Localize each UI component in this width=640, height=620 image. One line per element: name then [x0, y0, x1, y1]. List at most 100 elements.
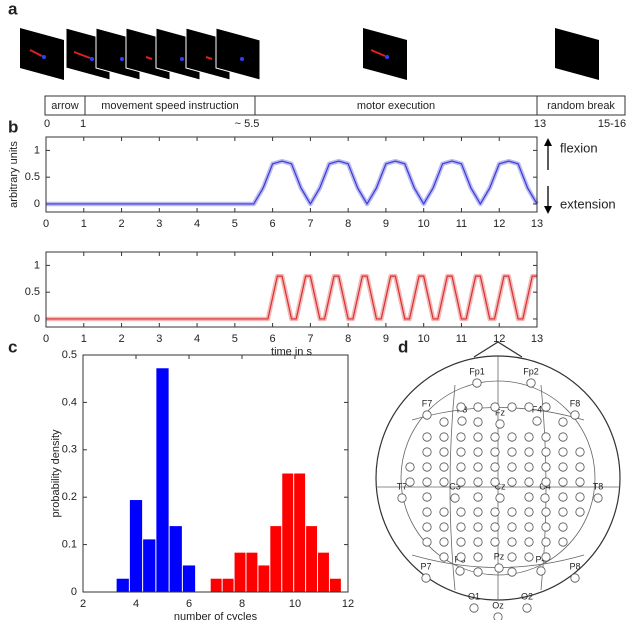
- electrode: [439, 522, 449, 532]
- electrode: [540, 493, 550, 503]
- electrode: [490, 537, 500, 547]
- bar: [156, 368, 169, 592]
- timeline-box: [44, 95, 626, 116]
- electrode: [507, 477, 517, 487]
- electrode: [456, 552, 466, 562]
- electrode: [439, 462, 449, 472]
- bar: [116, 578, 129, 592]
- electrode: [421, 573, 431, 583]
- screen: [555, 28, 599, 80]
- y-tick-label: 1: [34, 144, 40, 156]
- bar: [143, 539, 156, 592]
- electrode-label: Fp1: [469, 366, 485, 376]
- electrode: [507, 432, 517, 442]
- screen: [20, 28, 64, 80]
- electrode: [541, 432, 551, 442]
- y-tick-label: 0: [71, 586, 77, 598]
- electrode: [575, 477, 585, 487]
- x-tick-label: 2: [118, 333, 124, 345]
- x-tick-label: 4: [133, 598, 139, 610]
- electrode: [490, 522, 500, 532]
- electrode: [473, 507, 483, 517]
- y-axis-label: arbitrary units: [8, 141, 20, 208]
- y-tick-label: 0.1: [62, 539, 77, 551]
- electrode: [473, 432, 483, 442]
- electrode: [524, 507, 534, 517]
- electrode: [507, 567, 517, 577]
- electrode: [422, 462, 432, 472]
- electrode-label: Fz: [495, 407, 505, 417]
- electrode: [541, 477, 551, 487]
- electrode: [524, 522, 534, 532]
- x-tick-label: 0: [43, 333, 49, 345]
- electrode-label: P4: [535, 554, 546, 564]
- electrode: [439, 432, 449, 442]
- electrode: [493, 612, 503, 620]
- electrode: [541, 402, 551, 412]
- electrode-label: F8: [570, 398, 581, 408]
- electrode: [507, 402, 517, 412]
- x-tick-label: 6: [186, 598, 192, 610]
- bar: [329, 578, 341, 592]
- x-tick-label: 12: [493, 333, 505, 345]
- electrode: [558, 522, 568, 532]
- electrode: [456, 477, 466, 487]
- electrode: [422, 432, 432, 442]
- electrode: [558, 432, 568, 442]
- bar: [169, 526, 182, 592]
- electrode: [422, 447, 432, 457]
- electrode: [473, 477, 483, 487]
- x-tick-label: 10: [289, 598, 301, 610]
- electrode: [532, 416, 542, 426]
- bar: [258, 565, 270, 592]
- extension-label: extension: [560, 196, 616, 211]
- x-tick-label: 5: [232, 218, 238, 230]
- electrode: [422, 410, 432, 420]
- electrode: [397, 493, 407, 503]
- line: [46, 160, 538, 205]
- y-tick-label: 0.5: [25, 286, 40, 298]
- electrode: [439, 507, 449, 517]
- y-tick-label: 0.4: [62, 396, 77, 408]
- electrode: [593, 493, 603, 503]
- electrode: [507, 447, 517, 457]
- electrode: [455, 566, 465, 576]
- bar: [182, 565, 196, 592]
- electrode: [456, 462, 466, 472]
- panel-label: a: [8, 0, 18, 18]
- bar: [318, 552, 329, 592]
- electrode: [473, 402, 483, 412]
- electrode: [575, 462, 585, 472]
- electrode: [575, 492, 585, 502]
- electrode: [507, 522, 517, 532]
- electrode-label: Pz: [494, 551, 505, 561]
- timeline-tick: 13: [534, 118, 546, 130]
- x-tick-label: 7: [307, 333, 313, 345]
- eeg-layout: Fp1Fp2F7F3FzF4F8T7C3CzC4T8P7P3PzP4P8O1Oz…: [375, 341, 621, 620]
- electrode: [536, 566, 546, 576]
- x-tick-label: 10: [418, 218, 430, 230]
- y-tick-label: 0: [34, 313, 40, 325]
- electrode: [469, 603, 479, 613]
- electrode: [456, 447, 466, 457]
- timeline-segment: motor execution: [357, 100, 435, 112]
- timeline-tick: ~ 5.5: [235, 118, 260, 130]
- x-tick-label: 11: [456, 218, 467, 230]
- x-tick-label: 2: [80, 598, 86, 610]
- x-axis-label: number of cycles: [174, 611, 258, 620]
- plot-frame: [45, 251, 538, 328]
- electrode: [558, 477, 568, 487]
- electrode: [422, 507, 432, 517]
- electrode: [570, 410, 580, 420]
- electrode: [524, 432, 534, 442]
- electrode: [456, 402, 466, 412]
- x-tick-label: 13: [531, 218, 543, 230]
- electrode: [456, 522, 466, 532]
- electrode: [524, 537, 534, 547]
- electrode: [473, 522, 483, 532]
- bar: [282, 473, 294, 592]
- line: [46, 275, 537, 320]
- bar: [129, 500, 143, 592]
- electrode: [541, 462, 551, 472]
